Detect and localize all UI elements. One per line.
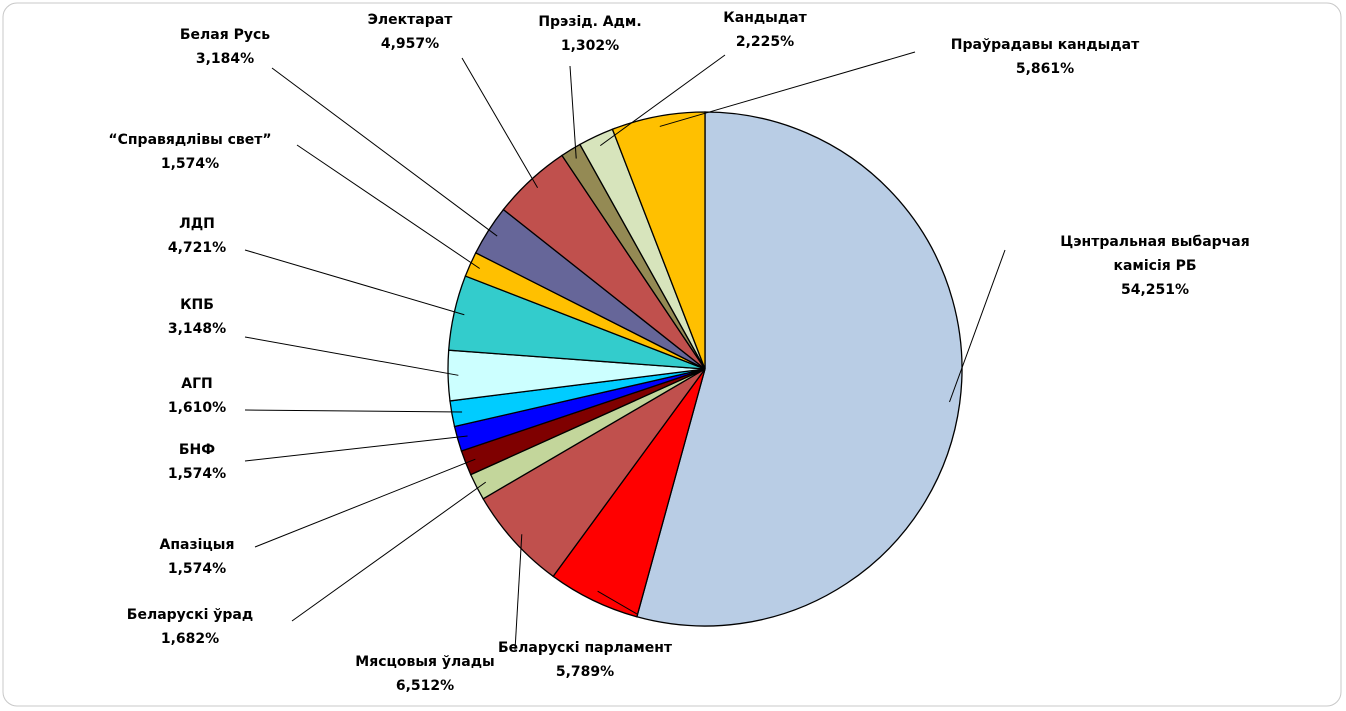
data-label-box: БНФ 1,574% bbox=[87, 438, 307, 486]
leader-line bbox=[244, 249, 465, 316]
slice-name: АГП bbox=[181, 376, 213, 392]
data-label-box: Мясцовыя ўлады 6,512% bbox=[305, 650, 545, 698]
leader-line bbox=[569, 65, 577, 159]
slice-value: 1,574% bbox=[160, 156, 220, 172]
slice-name: Кандыдат bbox=[723, 10, 807, 26]
slice-name: Мясцовыя ўлады bbox=[355, 654, 495, 670]
slice-value: 1,574% bbox=[167, 466, 227, 482]
data-label: Электарат 4,957% bbox=[300, 8, 520, 56]
slice-value: 2,225% bbox=[735, 34, 795, 50]
data-label: КПБ 3,148% bbox=[87, 293, 307, 341]
leader-line bbox=[296, 144, 480, 269]
slice-name: Праўрадавы кандыдат bbox=[950, 37, 1140, 53]
data-label: Беларускі парламент 5,789% bbox=[455, 636, 715, 684]
slice-value: 4,721% bbox=[167, 240, 227, 256]
leader-line bbox=[244, 409, 463, 413]
data-label-box: Кандыдат 2,225% bbox=[655, 6, 875, 54]
pie-slice bbox=[636, 111, 963, 627]
data-label: Кандыдат 2,225% bbox=[655, 6, 875, 54]
data-label: Беларускі ўрад 1,682% bbox=[80, 603, 300, 651]
data-label-box: КПБ 3,148% bbox=[87, 293, 307, 341]
leader-line bbox=[244, 435, 468, 462]
slice-name: “Справядлівы свет” bbox=[108, 132, 272, 148]
data-label: Цэнтральная выбарчая камісія РБ 54,251% bbox=[1048, 230, 1263, 302]
slice-value: 6,512% bbox=[395, 678, 455, 694]
slice-name: Апазіцыя bbox=[159, 537, 235, 553]
data-label-box: Беларускі парламент 5,789% bbox=[455, 636, 715, 684]
leader-line bbox=[599, 54, 726, 147]
slice-name: Беларускі парламент bbox=[497, 640, 673, 656]
slice-name: Прэзід. Адм. bbox=[538, 14, 642, 30]
slice-name: Электарат bbox=[367, 12, 453, 28]
pie-slice bbox=[611, 111, 706, 370]
leader-line bbox=[949, 249, 1006, 403]
data-label: АГП 1,610% bbox=[87, 372, 307, 420]
slice-name: Цэнтральная выбарчая камісія РБ bbox=[1060, 234, 1250, 274]
slice-name: БНФ bbox=[178, 442, 216, 458]
slice-name: КПБ bbox=[180, 297, 214, 313]
leader-line bbox=[244, 336, 459, 376]
data-label-box: Электарат 4,957% bbox=[300, 8, 520, 56]
data-label-box: Праўрадавы кандыдат 5,861% bbox=[915, 33, 1175, 81]
data-label-box: Апазіцыя 1,574% bbox=[87, 533, 307, 581]
data-label: “Справядлівы свет” 1,574% bbox=[60, 128, 320, 176]
leader-line bbox=[514, 534, 523, 651]
leader-line bbox=[659, 51, 916, 127]
data-label-box: ЛДП 4,721% bbox=[87, 212, 307, 260]
data-label: БНФ 1,574% bbox=[87, 438, 307, 486]
leader-line bbox=[461, 57, 539, 189]
slice-value: 54,251% bbox=[1120, 282, 1190, 298]
leader-line bbox=[254, 458, 476, 548]
data-label: Мясцовыя ўлады 6,512% bbox=[305, 650, 545, 698]
data-label: Праўрадавы кандыдат 5,861% bbox=[915, 33, 1175, 81]
slice-value: 3,148% bbox=[167, 321, 227, 337]
slice-name: Беларускі ўрад bbox=[126, 607, 254, 623]
leader-line bbox=[271, 67, 498, 237]
slice-value: 1,302% bbox=[560, 38, 620, 54]
slice-value: 5,789% bbox=[555, 664, 615, 680]
data-label-box: АГП 1,610% bbox=[87, 372, 307, 420]
data-label-box: “Справядлівы свет” 1,574% bbox=[60, 128, 320, 176]
slice-value: 1,610% bbox=[167, 400, 227, 416]
data-label-box: Белая Русь 3,184% bbox=[115, 23, 335, 71]
data-label-box: Прэзід. Адм. 1,302% bbox=[480, 10, 700, 58]
data-label: Белая Русь 3,184% bbox=[115, 23, 335, 71]
slice-value: 1,574% bbox=[167, 561, 227, 577]
leader-line bbox=[597, 590, 638, 615]
slice-name: Белая Русь bbox=[179, 27, 271, 43]
data-label: Прэзід. Адм. 1,302% bbox=[480, 10, 700, 58]
slice-value: 5,861% bbox=[1015, 61, 1075, 77]
data-label: Апазіцыя 1,574% bbox=[87, 533, 307, 581]
slice-value: 4,957% bbox=[380, 36, 440, 52]
data-label: ЛДП 4,721% bbox=[87, 212, 307, 260]
leader-line bbox=[291, 481, 487, 622]
slice-value: 3,184% bbox=[195, 51, 255, 67]
slice-name: ЛДП bbox=[179, 216, 215, 232]
slice-value: 1,682% bbox=[160, 631, 220, 647]
data-label-box: Цэнтральная выбарчая камісія РБ 54,251% bbox=[1048, 230, 1263, 302]
data-label-box: Беларускі ўрад 1,682% bbox=[80, 603, 300, 651]
